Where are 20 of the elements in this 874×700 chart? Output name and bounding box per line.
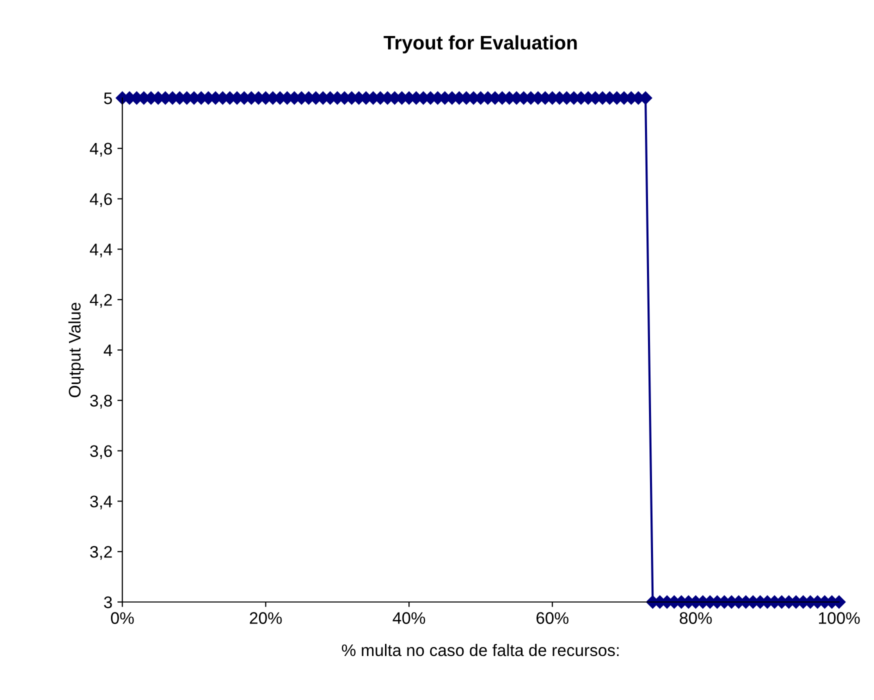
y-tick-label: 5 <box>104 92 112 104</box>
y-tick-label: 4,8 <box>90 142 112 157</box>
x-tick-label: 20% <box>250 612 282 624</box>
y-tick-label: 4,4 <box>90 244 112 258</box>
y-tick-label: 3,6 <box>90 445 112 459</box>
y-tick-label: 4,6 <box>90 193 112 207</box>
y-tick-label: 3 <box>104 596 112 608</box>
x-tick-label: 100% <box>819 612 860 624</box>
x-tick-label: 60% <box>536 612 568 624</box>
x-axis-title: % multa no caso de falta de recursos: <box>342 644 619 656</box>
y-tick-label: 3,2 <box>90 546 112 560</box>
x-tick-label: 40% <box>392 612 426 624</box>
chart-title: Tryout for Evaluation <box>384 35 577 54</box>
y-tick-label: 3,4 <box>90 496 112 510</box>
x-tick-label: 0% <box>110 612 134 624</box>
y-tick-label: 4 <box>104 344 112 356</box>
y-tick-label: 3,8 <box>90 394 112 409</box>
y-tick-label: 4,2 <box>90 294 112 308</box>
y-axis-title: Output Value <box>68 302 84 398</box>
x-tick-label: 80% <box>680 612 712 624</box>
